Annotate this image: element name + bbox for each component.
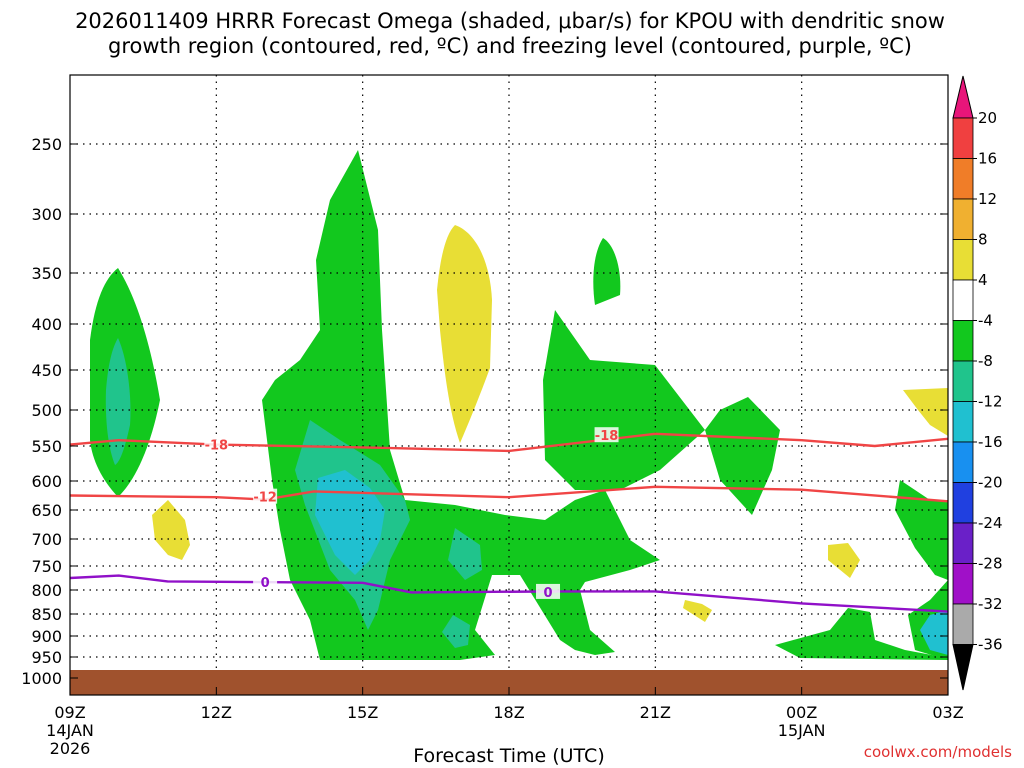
- colorbar-label: 16: [978, 150, 997, 168]
- x-tick-label: 18Z: [493, 703, 524, 722]
- colorbar-label: -16: [978, 433, 1003, 451]
- y-tick-label: 850: [31, 605, 62, 624]
- y-tick-label: 400: [31, 315, 62, 334]
- omega-region-cyan-2: [920, 610, 948, 655]
- omega-region-green-6: [775, 608, 948, 660]
- colorbar-segment: [952, 198, 974, 240]
- y-tick-label: 450: [31, 361, 62, 380]
- colorbar-segment: [952, 279, 974, 321]
- isotherm-label-bg: [536, 583, 561, 599]
- y-tick-label: 1000: [21, 669, 62, 688]
- x-axis-label: Forecast Time (UTC): [413, 745, 604, 767]
- isotherm-label: 0: [543, 586, 552, 601]
- colorbar-segment: [952, 441, 974, 483]
- isotherm-contours: -18 -18 -12 0 0: [69, 427, 949, 613]
- colorbar-top-arrow: [952, 75, 974, 119]
- omega-region-yellow-2: [437, 225, 492, 443]
- colorbar-segment: [952, 522, 974, 564]
- y-tick-label: 700: [31, 530, 62, 549]
- colorbar-segment: [952, 158, 974, 200]
- x-tick-date: 15JAN: [778, 721, 826, 740]
- credit-text: coolwx.com/models: [864, 743, 1012, 761]
- colorbar-bottom-arrow: [952, 644, 974, 691]
- colorbar-label: 12: [978, 190, 997, 208]
- omega-region-green-7: [895, 480, 948, 580]
- colorbar-segment: [952, 482, 974, 524]
- colorbar: 20 16 12 8 4 -4 -8 -12 -16 -20 -24 -28 -32 -36: [952, 75, 1003, 691]
- colorbar-label: -4: [978, 312, 993, 330]
- omega-region-teal-4: [442, 615, 470, 648]
- omega-region-green-5: [705, 397, 780, 515]
- y-tick-label: 600: [31, 472, 62, 491]
- x-tick-label: 03Z: [932, 703, 963, 722]
- isotherm-label: -18: [595, 429, 619, 444]
- x-tick-label: 15Z: [347, 703, 378, 722]
- y-tick-label: 350: [31, 264, 62, 283]
- colorbar-label: -32: [978, 595, 1003, 613]
- omega-region-yellow-4: [828, 543, 860, 578]
- x-tick-label: 12Z: [201, 703, 232, 722]
- omega-region-green-3: [543, 310, 705, 490]
- chart-title-line-2: growth region (contoured, red, ºC) and f…: [108, 34, 912, 58]
- colorbar-segment: [952, 117, 974, 159]
- colorbar-label: 20: [978, 109, 997, 127]
- omega-region-cyan-1: [315, 470, 385, 575]
- omega-region-yellow-1: [152, 500, 190, 560]
- x-tick-label: 09Z: [54, 703, 85, 722]
- colorbar-label: -12: [978, 393, 1003, 411]
- y-tick-label: 550: [31, 437, 62, 456]
- colorbar-segment: [952, 603, 974, 645]
- colorbar-segment: [952, 401, 974, 443]
- colorbar-segment: [952, 360, 974, 402]
- colorbar-label: -36: [978, 636, 1003, 654]
- colorbar-label: -24: [978, 514, 1003, 532]
- colorbar-segment: [952, 320, 974, 362]
- x-tick-year: 2026: [50, 739, 91, 758]
- x-tick-date: 14JAN: [46, 721, 94, 740]
- colorbar-label: 4: [978, 271, 988, 289]
- colorbar-label: 8: [978, 231, 988, 249]
- x-tick-label: 21Z: [640, 703, 671, 722]
- isotherm-label-bg: [253, 573, 278, 589]
- isotherm-label-bg: [204, 436, 229, 452]
- isotherm-dgz-minus12: [69, 485, 949, 503]
- colorbar-label: -20: [978, 474, 1003, 492]
- y-tick-label: 650: [31, 501, 62, 520]
- y-tick-label: 900: [31, 627, 62, 646]
- chart-title-line-1: 2026011409 HRRR Forecast Omega (shaded, …: [75, 9, 945, 33]
- x-tick-label: 00Z: [786, 703, 817, 722]
- colorbar-label: -28: [978, 555, 1003, 573]
- isotherm-label: -12: [253, 491, 277, 506]
- omega-region-yellow-5: [903, 388, 948, 436]
- omega-region-yellow-3: [683, 600, 712, 622]
- omega-region-green-4: [593, 238, 621, 305]
- y-tick-label: 500: [31, 401, 62, 420]
- y-tick-label: 800: [31, 581, 62, 600]
- omega-region-teal-1: [105, 338, 131, 465]
- colorbar-label: -8: [978, 352, 993, 370]
- isotherm-dgz-minus18: [69, 432, 949, 453]
- isotherm-label: -18: [205, 439, 229, 454]
- y-tick-label: 950: [31, 648, 62, 667]
- colorbar-segment: [952, 239, 974, 281]
- colorbar-segment: [952, 563, 974, 605]
- isotherm-label-bg: [253, 488, 278, 504]
- y-axis: 250 300 350 400 450 500 550 600 650 700 750 800 850 9…: [21, 135, 948, 688]
- y-tick-label: 750: [31, 557, 62, 576]
- isotherm-freezing-level: [69, 574, 949, 613]
- y-tick-label: 250: [31, 135, 62, 154]
- isotherm-label-bg: [594, 427, 619, 443]
- omega-shading: [90, 150, 948, 660]
- y-tick-label: 300: [31, 205, 62, 224]
- omega-region-teal-3: [448, 528, 482, 580]
- isotherm-label: 0: [261, 576, 270, 591]
